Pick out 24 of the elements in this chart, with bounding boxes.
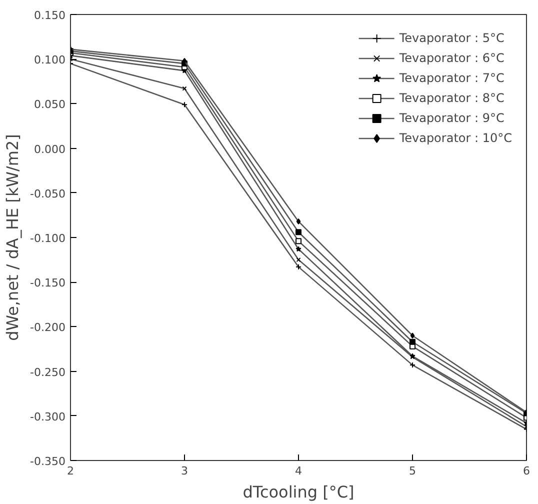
legend-label: Tevaporator : 9°C: [399, 110, 504, 126]
y-tick-label: -0.100: [30, 232, 66, 245]
y-tick-label: -0.250: [30, 366, 66, 379]
x-tick-label: 3: [181, 464, 188, 478]
x-axis-title: dTcooling [°C]: [242, 482, 354, 502]
x-tick-label: 6: [523, 464, 530, 478]
legend-label: Tevaporator : 5°C: [399, 30, 504, 46]
y-tick-label: -0.150: [30, 276, 66, 290]
x-tick-label: 2: [67, 464, 74, 478]
y-tick-label: 0.000: [34, 142, 66, 156]
x-tick-label: 5: [409, 464, 416, 478]
legend-label: Tevaporator : 8°C: [399, 90, 504, 106]
legend-label: Tevaporator : 7°C: [399, 70, 504, 86]
y-tick-label: -0.050: [30, 187, 66, 200]
y-tick-label: -0.300: [30, 410, 66, 424]
legend-label: Tevaporator : 10°C: [399, 130, 512, 146]
x-tick-label: 4: [295, 464, 302, 478]
y-axis-title: dWe,net / dA_HE [kW/m2]: [3, 134, 22, 341]
y-tick-label: 0.150: [34, 9, 66, 22]
legend-label: Tevaporator : 6°C: [399, 50, 504, 66]
y-tick-label: 0.050: [34, 98, 66, 112]
y-tick-label: -0.350: [30, 455, 66, 468]
y-tick-label: -0.200: [30, 321, 66, 334]
y-tick-label: 0.100: [34, 54, 66, 67]
